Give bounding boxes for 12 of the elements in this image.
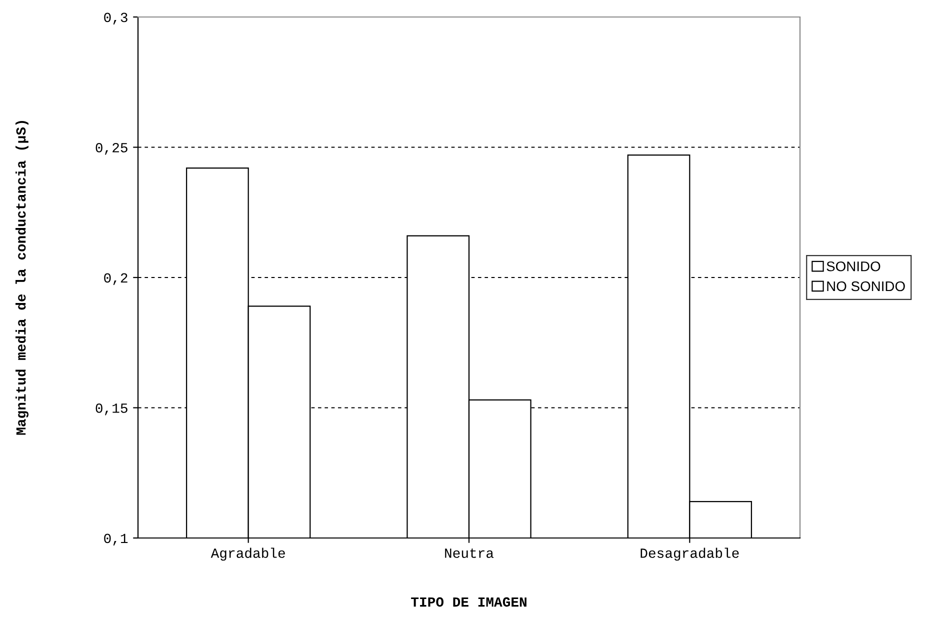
y-tick-label: 0,15 (96, 403, 128, 416)
legend-label: NO SONIDO (827, 281, 905, 292)
x-axis-title: TIPO DE IMAGEN (411, 597, 526, 607)
y-axis-title: Magnitud media de la conductancia (µS) (15, 120, 29, 435)
y-tick-label: 0,2 (104, 273, 128, 285)
x-tick-label: Desagradable (640, 548, 739, 561)
legend-label: SONIDO (826, 261, 880, 272)
y-tick-label: 0,3 (104, 12, 128, 24)
x-tick-label: Neutra (445, 548, 494, 558)
y-tick-label: 0,1 (104, 534, 128, 546)
x-tick-label: Agradable (210, 548, 285, 561)
y-tick-label: 0,25 (96, 142, 128, 155)
